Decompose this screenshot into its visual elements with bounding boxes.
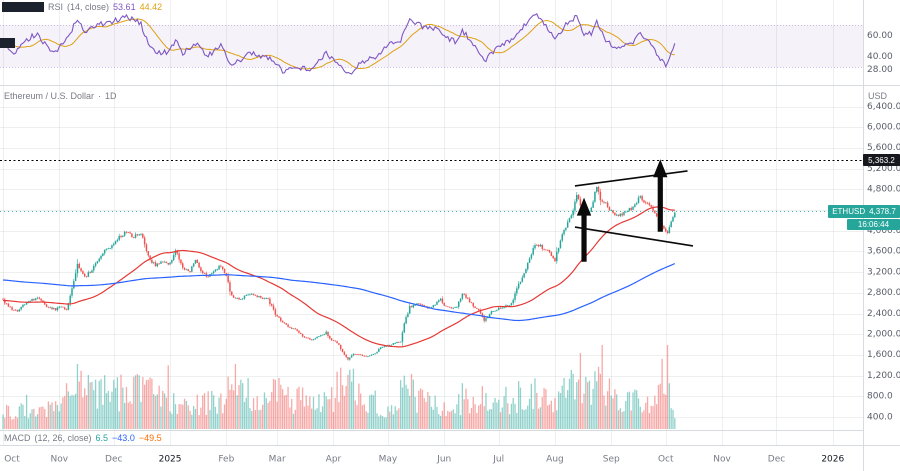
last-price-value: 4,378.7	[869, 207, 896, 216]
macd-legend-params: (12, 26, close)	[34, 433, 92, 443]
symbol-legend[interactable]: Ethereum / U.S. Dollar · 1D	[4, 91, 117, 101]
alert-price-tag[interactable]: 5,363.2	[863, 154, 900, 166]
macd-hist-value: 6.5	[95, 433, 109, 443]
redacted-box	[2, 2, 44, 12]
macd-legend[interactable]: MACD (12, 26, close) 6.5 −43.0 −49.5	[4, 433, 162, 443]
macd-signal-value: −49.5	[138, 433, 162, 443]
rsi-legend[interactable]: RSI (14, close) 53.61 44.42	[2, 2, 162, 12]
last-price-symbol: ETHUSD	[832, 207, 866, 216]
macd-legend-title: MACD	[4, 433, 31, 443]
rsi-value: 53.61	[113, 2, 136, 12]
rsi-signal-value: 44.42	[139, 2, 163, 12]
bar-countdown-tag: 16:06:44	[847, 219, 900, 230]
last-price-tag[interactable]: ETHUSD 4,378.7	[828, 205, 900, 218]
time-axis[interactable]	[0, 445, 900, 471]
interval-label: 1D	[105, 91, 117, 101]
legend-separator: ·	[98, 91, 102, 101]
rsi-legend-title: RSI	[48, 2, 64, 12]
symbol-title: Ethereum / U.S. Dollar	[4, 91, 95, 101]
currency-label[interactable]: USD	[868, 91, 888, 101]
redacted-box-2	[0, 38, 15, 48]
rsi-legend-params: (14, close)	[67, 2, 110, 12]
macd-line-value: −43.0	[112, 433, 135, 443]
